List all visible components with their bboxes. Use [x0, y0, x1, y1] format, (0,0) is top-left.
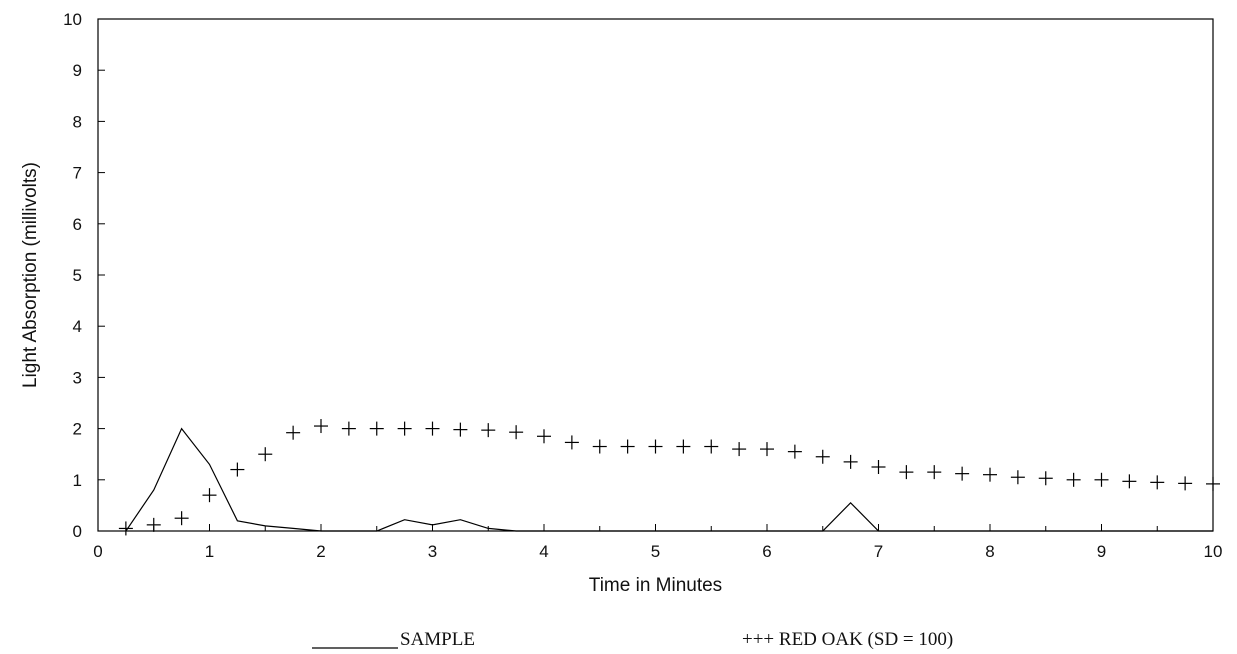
red-oak-marker — [258, 447, 273, 462]
red-oak-marker — [1178, 476, 1193, 491]
red-oak-marker — [537, 429, 551, 444]
red-oak-marker — [314, 419, 328, 434]
red-oak-marker — [871, 460, 886, 474]
red-oak-marker — [676, 439, 691, 454]
x-tick-label: 9 — [1097, 542, 1106, 561]
y-tick-label: 8 — [73, 112, 82, 131]
y-axis-label: Light Absorption (millivolts) — [20, 162, 41, 388]
red-oak-marker — [174, 511, 189, 526]
red-oak-marker — [787, 444, 802, 459]
y-tick-labels: 0 1 2 3 4 5 6 7 8 9 10 — [63, 10, 82, 541]
red-oak-marker — [118, 521, 133, 536]
x-tick-label: 1 — [205, 542, 214, 561]
x-tick-label: 0 — [93, 542, 102, 561]
red-oak-marker — [983, 467, 997, 482]
red-oak-marker — [286, 425, 301, 440]
red-oak-marker — [1066, 472, 1081, 487]
red-oak-marker — [815, 449, 830, 464]
red-oak-marker — [927, 465, 942, 480]
red-oak-marker — [760, 442, 774, 457]
red-oak-marker — [453, 422, 468, 437]
red-oak-marker — [425, 421, 440, 436]
red-oak-marker — [843, 454, 858, 469]
red-oak-marker — [955, 466, 970, 481]
red-oak-marker — [202, 488, 217, 503]
legend: SAMPLE +++ RED OAK (SD = 100) — [312, 629, 953, 650]
red-oak-marker — [564, 435, 579, 450]
red-oak-marker — [704, 439, 719, 454]
y-tick-label: 5 — [73, 266, 82, 285]
x-tick-label: 2 — [316, 542, 325, 561]
axis-ticks — [97, 18, 1214, 532]
x-tick-label: 4 — [539, 542, 548, 561]
x-tick-label: 3 — [428, 542, 437, 561]
y-tick-label: 7 — [73, 164, 82, 183]
red-oak-marker — [146, 517, 161, 532]
y-tick-label: 3 — [73, 368, 82, 387]
x-tick-label: 6 — [762, 542, 771, 561]
series-markers-red-oak — [118, 419, 1220, 536]
red-oak-marker — [1038, 471, 1053, 486]
series-line-sample — [125, 427, 1213, 532]
y-tick-label: 9 — [73, 61, 82, 80]
red-oak-marker — [1150, 475, 1165, 490]
red-oak-marker — [732, 442, 747, 457]
y-tick-label: 10 — [63, 10, 82, 29]
red-oak-marker — [481, 423, 496, 438]
red-oak-marker — [620, 439, 635, 454]
x-axis-label: Time in Minutes — [589, 575, 722, 596]
red-oak-marker — [1206, 476, 1220, 491]
x-tick-labels: 0 1 2 3 4 5 6 7 8 9 10 — [93, 542, 1222, 561]
red-oak-marker — [899, 465, 914, 480]
legend-sample-label: SAMPLE — [400, 629, 475, 650]
red-oak-marker — [592, 439, 607, 454]
red-oak-marker — [230, 462, 245, 477]
legend-red-oak-label: +++ RED OAK (SD = 100) — [742, 629, 953, 650]
red-oak-marker — [509, 425, 524, 440]
red-oak-marker — [369, 421, 384, 436]
x-tick-label: 5 — [651, 542, 660, 561]
y-tick-label: 2 — [73, 420, 82, 439]
red-oak-marker — [341, 421, 356, 436]
y-tick-label: 4 — [73, 317, 82, 336]
red-oak-marker — [1094, 472, 1109, 487]
x-tick-label: 8 — [985, 542, 994, 561]
red-oak-marker — [397, 421, 412, 436]
red-oak-marker — [648, 439, 663, 454]
y-tick-label: 1 — [73, 471, 82, 490]
x-tick-label: 10 — [1204, 542, 1223, 561]
red-oak-marker — [1010, 470, 1025, 485]
y-tick-label: 0 — [73, 522, 82, 541]
y-tick-label: 6 — [73, 215, 82, 234]
red-oak-marker — [1122, 474, 1137, 489]
x-tick-label: 7 — [874, 542, 883, 561]
